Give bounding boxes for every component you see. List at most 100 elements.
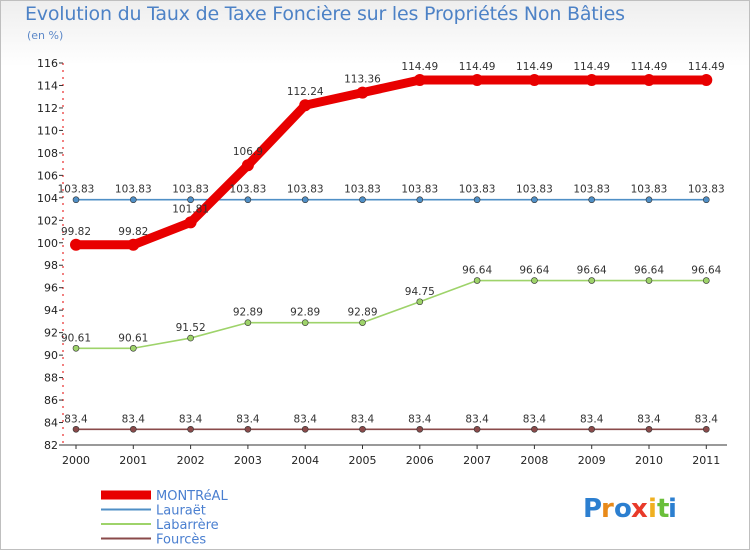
legend-label: MONTRéAL [156, 489, 228, 504]
data-point [301, 425, 309, 433]
legend-label: Fourcès [156, 533, 206, 548]
data-point [416, 425, 424, 433]
data-label: 113.36 [344, 74, 381, 86]
y-tick-label: 86 [44, 394, 58, 407]
data-label: 106.9 [233, 146, 263, 158]
y-tick-label: 84 [44, 417, 58, 430]
data-label: 83.4 [179, 413, 203, 425]
y-tick-label: 88 [44, 372, 58, 385]
data-point [72, 425, 80, 433]
series-lines [70, 73, 713, 433]
data-point [585, 73, 598, 86]
data-label: 92.89 [347, 307, 377, 319]
data-point [359, 196, 366, 204]
data-point [127, 238, 140, 251]
data-point [130, 425, 137, 433]
data-point [473, 425, 481, 433]
data-point [531, 425, 538, 433]
data-label: 103.83 [172, 184, 209, 196]
x-tick-label: 2006 [406, 454, 434, 467]
data-point [588, 196, 596, 204]
logo-letter: x [631, 494, 648, 524]
y-tick-label: 110 [37, 124, 58, 137]
data-point [531, 196, 538, 204]
data-label: 83.4 [294, 413, 318, 425]
data-label: 90.61 [61, 332, 91, 344]
x-tick-label: 2000 [62, 454, 90, 467]
data-point [244, 196, 252, 204]
legend-label: Labarrère [156, 518, 219, 533]
y-tick-label: 100 [37, 237, 58, 250]
data-point [299, 99, 312, 112]
x-tick-label: 2001 [119, 454, 147, 467]
data-point [702, 425, 710, 433]
data-point [531, 277, 538, 284]
data-point [130, 196, 137, 204]
legend-label: Lauraët [156, 504, 206, 519]
data-label: 96.64 [691, 265, 721, 277]
data-point [416, 196, 424, 204]
plot-area [63, 63, 727, 445]
logo-letter: i [668, 494, 677, 524]
data-point [359, 319, 366, 326]
data-label: 96.64 [462, 265, 492, 277]
chart-title: Evolution du Taux de Taxe Foncière sur l… [25, 3, 625, 25]
data-label: 94.75 [405, 286, 435, 298]
x-tick-label: 2009 [578, 454, 606, 467]
data-point [645, 196, 653, 204]
data-label: 103.83 [344, 184, 381, 196]
logo-letter: i [648, 494, 657, 524]
data-label: 112.24 [287, 86, 324, 98]
data-label: 83.4 [523, 413, 547, 425]
data-point [356, 86, 369, 99]
data-label: 83.4 [64, 413, 88, 425]
data-label: 99.82 [61, 226, 91, 238]
data-label: 103.83 [287, 184, 324, 196]
data-label: 83.4 [465, 413, 489, 425]
data-label: 103.83 [573, 184, 610, 196]
y-tick-label: 114 [37, 79, 58, 92]
data-point [187, 425, 194, 433]
data-label: 83.4 [122, 413, 146, 425]
data-point [471, 73, 484, 86]
data-label: 103.83 [115, 184, 152, 196]
data-point [301, 319, 309, 326]
data-point [244, 319, 252, 326]
data-label: 101.81 [172, 203, 209, 215]
data-point [187, 196, 194, 204]
data-label: 83.4 [351, 413, 375, 425]
y-tick-label: 92 [44, 327, 58, 340]
data-label: 103.83 [516, 184, 553, 196]
data-label: 96.64 [577, 265, 607, 277]
data-point [241, 159, 254, 172]
data-point [72, 344, 80, 352]
y-tick-label: 98 [44, 259, 58, 272]
data-point [184, 216, 197, 229]
data-point [473, 277, 481, 284]
data-point [702, 196, 710, 204]
data-label: 90.61 [118, 332, 148, 344]
data-label: 114.49 [516, 61, 553, 73]
y-tick-label: 94 [44, 304, 58, 317]
data-point [588, 425, 596, 433]
series-line [75, 279, 708, 350]
y-tick-label: 106 [37, 169, 58, 182]
x-tick-label: 2003 [234, 454, 262, 467]
y-tick-label: 96 [44, 282, 58, 295]
data-point [416, 298, 424, 306]
data-point [645, 277, 653, 284]
data-point [702, 277, 710, 284]
data-label: 103.83 [401, 184, 438, 196]
data-point [359, 425, 366, 433]
data-point [72, 196, 80, 204]
data-label: 114.49 [688, 61, 725, 73]
x-tick-label: 2011 [692, 454, 720, 467]
data-label: 83.4 [236, 413, 260, 425]
data-point [473, 196, 481, 204]
data-point [700, 73, 713, 86]
data-label: 91.52 [176, 322, 206, 334]
y-tick-label: 90 [44, 349, 58, 362]
y-tick-label: 104 [37, 192, 58, 205]
data-labels: 99.82 99.82 101.81 106.9 112.24 113.36 114.49 1… [58, 61, 725, 425]
